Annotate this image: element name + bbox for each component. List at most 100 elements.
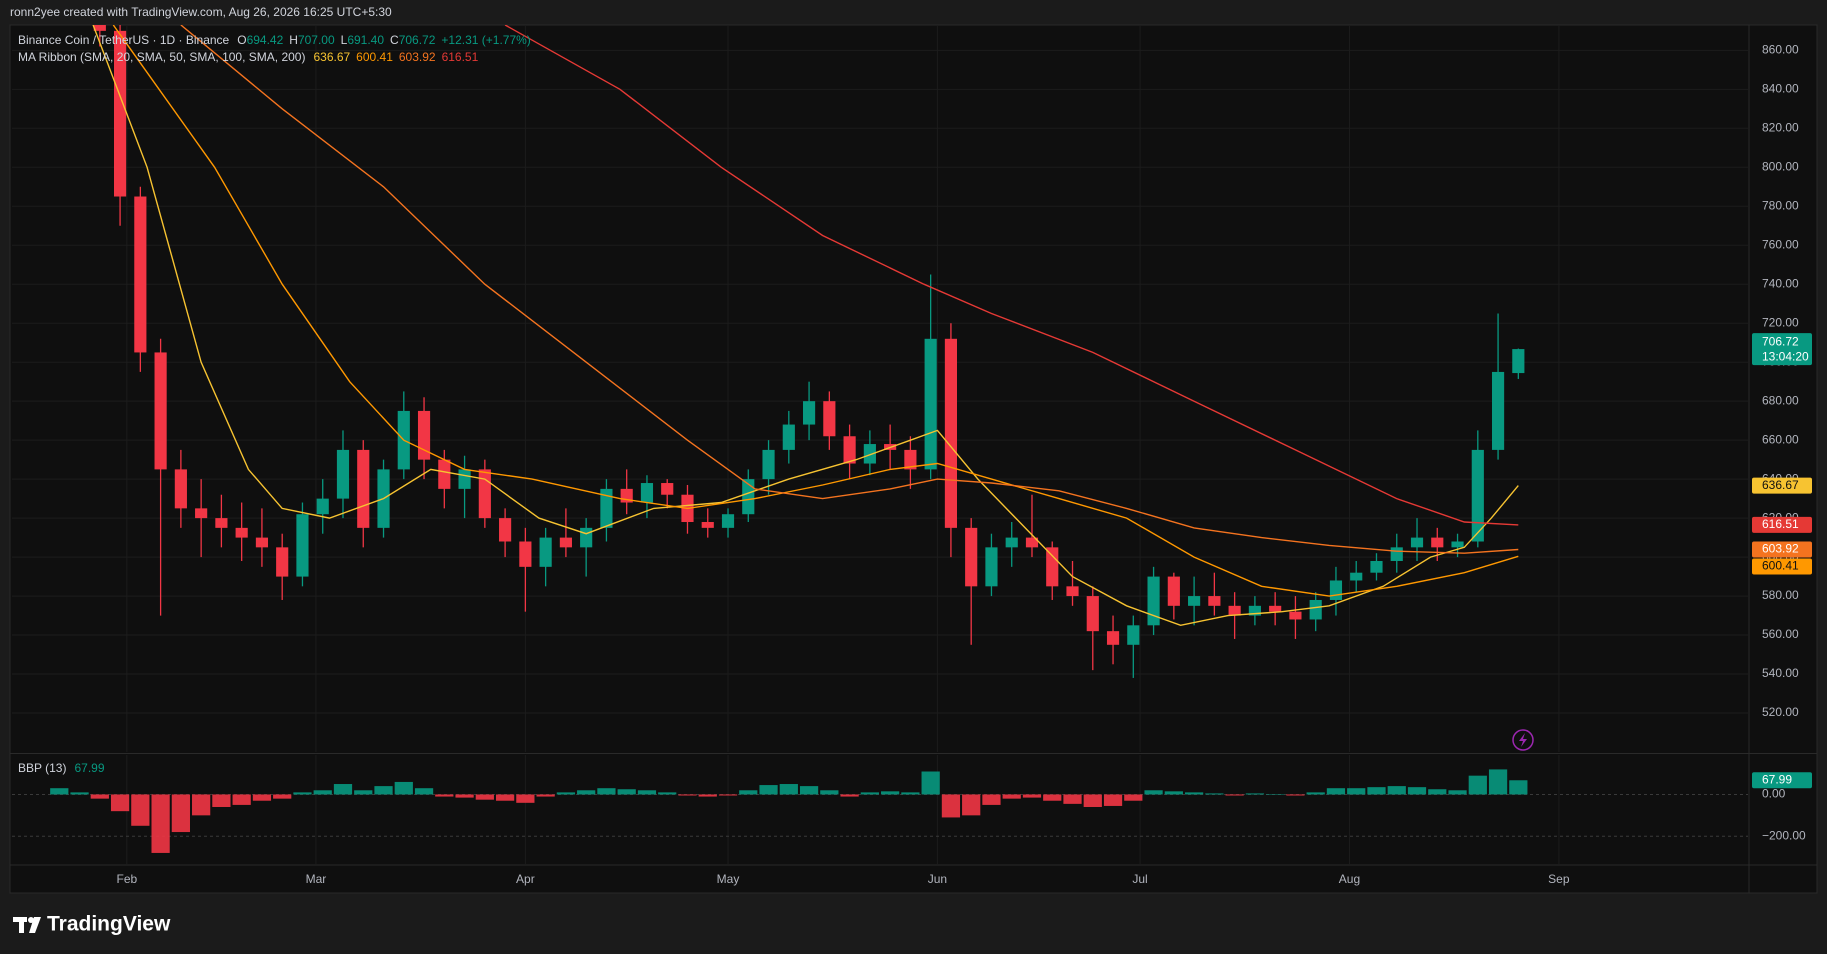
ohlc-prefix: O	[237, 33, 246, 47]
candle-body	[965, 527, 978, 587]
ohlc-value: 707.00	[298, 33, 335, 47]
candle-body	[1350, 572, 1363, 581]
bbp-bar	[1509, 780, 1528, 795]
candle-body	[336, 449, 350, 499]
x-tick-label: Feb	[116, 872, 137, 886]
bbp-bar	[1306, 792, 1325, 795]
last-price-tag	[1752, 333, 1812, 366]
bbp-bar	[1407, 787, 1427, 795]
ma-line	[112, 25, 1519, 597]
ohlc-prefix: C	[390, 33, 399, 47]
bbp-bar	[637, 790, 657, 795]
bbp-bar	[1225, 794, 1244, 796]
candle-body	[701, 522, 714, 528]
bbp-bar	[192, 794, 211, 816]
bbp-bar	[1347, 788, 1366, 795]
candle-body	[276, 547, 289, 577]
candle-body	[296, 514, 309, 577]
bbp-bar	[1266, 794, 1285, 795]
x-tick-label: Jun	[928, 872, 947, 886]
y-tick-label: 660.00	[1762, 432, 1799, 446]
y-tick-label: 780.00	[1762, 198, 1799, 212]
bbp-bar	[475, 794, 494, 800]
bbp-bar	[556, 792, 576, 795]
candle-body	[1329, 580, 1343, 600]
bbp-tag	[1752, 772, 1812, 789]
candle-body	[519, 541, 532, 567]
ma-value: 616.51	[442, 50, 479, 64]
bbp-bar	[1184, 792, 1204, 795]
candle-body	[802, 401, 816, 425]
bbp-bar	[941, 794, 961, 818]
bbp-bar	[1428, 789, 1447, 795]
bbp-bar	[1144, 790, 1163, 795]
candle-body	[255, 537, 269, 548]
candle-body	[600, 488, 613, 528]
brand-name: TradingView	[47, 913, 171, 936]
ma-price-label: 603.92	[1762, 542, 1799, 556]
bbp-bar	[1164, 791, 1183, 795]
logo-part	[28, 917, 34, 923]
candle-body	[539, 537, 552, 567]
bbp-bar	[171, 794, 190, 833]
candle-body	[843, 436, 856, 464]
bbp-bar	[1002, 794, 1021, 799]
y-tick-label: 680.00	[1762, 393, 1799, 407]
bbp-bar	[1387, 786, 1406, 795]
alert-icon-bolt	[1519, 733, 1527, 747]
candle-body	[1188, 596, 1201, 606]
candle-body	[417, 410, 431, 460]
bbp-bar	[1124, 794, 1143, 801]
alert-icon[interactable]	[1512, 729, 1534, 751]
candle-body	[1431, 537, 1444, 548]
candle-body	[721, 514, 735, 528]
x-tick-label: May	[717, 872, 740, 886]
bbp-bar	[779, 784, 798, 795]
candle-body	[1390, 547, 1403, 561]
candle-body	[823, 401, 836, 437]
candle-body	[1228, 605, 1241, 616]
ma-price-tag	[1752, 477, 1812, 494]
axes: Feb Mar Apr May Jun Jul Aug Sep 520.00 540.00 560.…	[116, 43, 1812, 886]
bbp-bar	[1043, 794, 1062, 801]
bbp-bar	[577, 790, 596, 795]
brand-logo	[13, 917, 41, 933]
ohlc-prefix: L	[341, 33, 348, 47]
bbp-bar	[110, 794, 130, 812]
bbp-bar	[820, 790, 839, 795]
ma-line	[504, 25, 1519, 526]
bbp-bar	[435, 794, 454, 797]
bbp-bar	[881, 791, 900, 795]
bbp-bar	[901, 792, 920, 795]
bbp-bar	[252, 794, 272, 801]
candle-body	[661, 483, 674, 495]
y-tick-label: 580.00	[1762, 588, 1799, 602]
ma-line	[92, 25, 1519, 627]
candle-body	[134, 196, 147, 353]
bbp-bar	[1488, 769, 1508, 795]
bbp-bar	[840, 794, 859, 797]
candle-body	[1289, 611, 1302, 620]
candle-body	[1451, 541, 1464, 548]
candle-body	[1046, 547, 1059, 587]
bbp-bar	[354, 790, 373, 795]
y-tick-label: 0.00	[1762, 787, 1786, 801]
ma-price-label: 616.51	[1762, 517, 1799, 531]
candle-body	[1410, 537, 1424, 548]
candle-body	[438, 459, 451, 489]
y-tick-label: 800.00	[1762, 159, 1799, 173]
y-tick-label: 540.00	[1762, 666, 1799, 680]
bbp-bar	[455, 794, 474, 798]
logo-part	[19, 917, 24, 933]
bbp-bar	[759, 785, 778, 795]
candle-body	[1208, 596, 1221, 606]
candle-body	[174, 469, 187, 509]
bbp-bar	[374, 786, 393, 795]
candle-body	[924, 338, 937, 470]
ma-value: 636.67	[313, 50, 350, 64]
candle-body	[1491, 371, 1505, 450]
candle-body	[478, 469, 491, 519]
candle-body	[316, 498, 329, 515]
ohlc-value: 691.40	[347, 33, 384, 47]
symbol: Binance Coin / TetherUS · 1D · Binance	[18, 33, 230, 47]
